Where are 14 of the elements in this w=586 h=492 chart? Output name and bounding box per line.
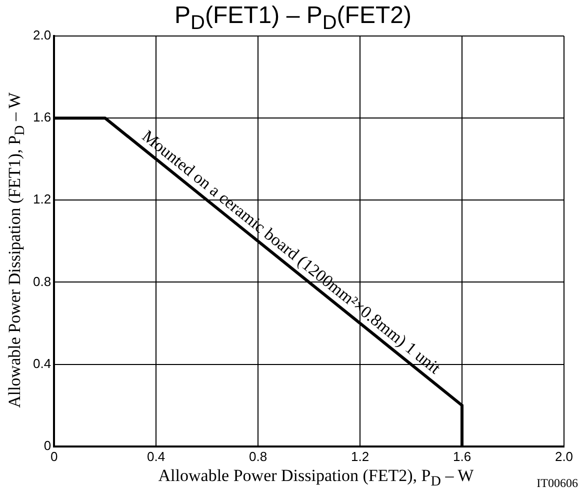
x-tick-label: 1.2 <box>350 448 370 464</box>
y-tick-label: 0 <box>44 438 52 453</box>
y-tick-label: 2.0 <box>32 28 52 43</box>
x-tick-label: 0.4 <box>147 448 166 464</box>
x-tick-label: 1.6 <box>452 448 472 464</box>
x-tick-label: 2.0 <box>554 448 574 464</box>
y-tick-label: 1.2 <box>32 192 52 207</box>
y-tick-label: 0.4 <box>32 356 52 371</box>
text: IT00606 <box>536 476 578 491</box>
x-axis-title: Allowable Power Dissipation (FET2), P$_{D}$ – W <box>158 466 474 490</box>
y-tick-label: 1.6 <box>32 110 52 125</box>
chart-title: P$_{D}$(FET1) – P$_{D}$(FET2) <box>174 2 412 34</box>
y-tick-label: 0.8 <box>32 274 52 289</box>
x-tick-label: 0.8 <box>249 448 268 464</box>
